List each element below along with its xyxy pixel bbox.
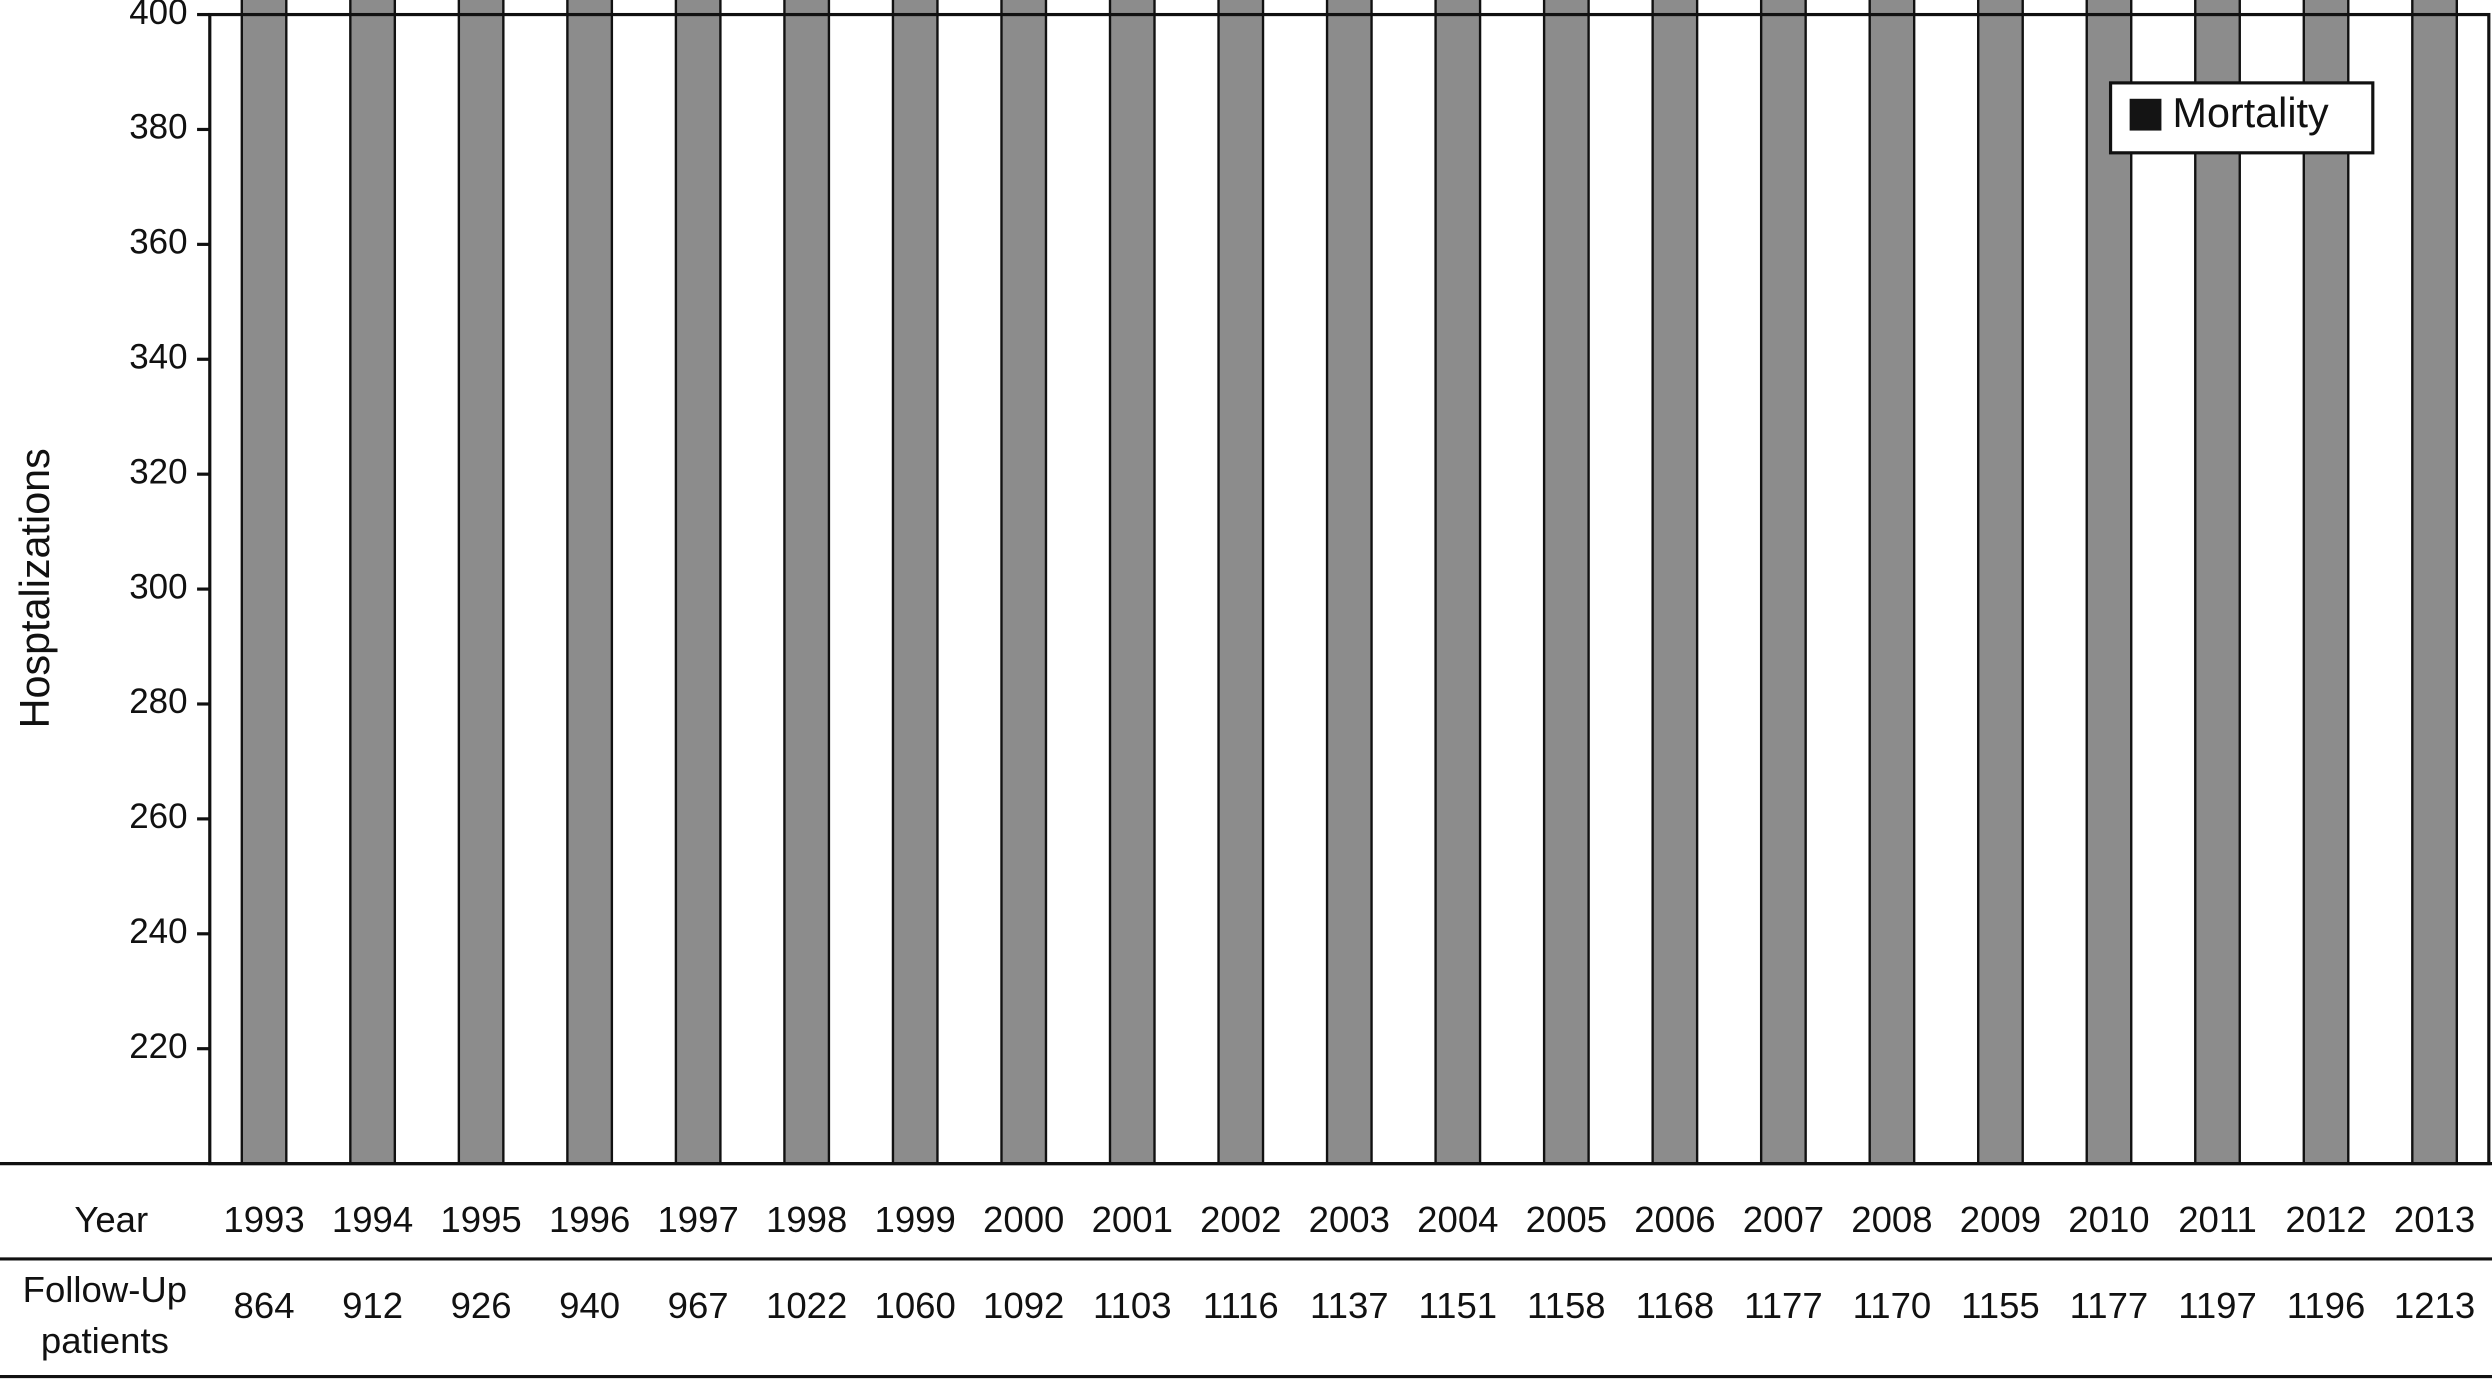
table-cell: 1155 xyxy=(1961,1285,2040,1326)
y-tick-label: 300 xyxy=(129,567,187,606)
x-tick-label: 2006 xyxy=(1634,1199,1715,1240)
x-tick-label: 2004 xyxy=(1417,1199,1498,1240)
bar-segment xyxy=(674,0,722,1165)
x-tick-label: 2005 xyxy=(1526,1199,1607,1240)
y-tick-label: 400 xyxy=(129,0,187,32)
x-tick-label: 1998 xyxy=(766,1199,847,1240)
y-axis-label: Hosptalizations xyxy=(12,448,58,728)
table-cell: 1116 xyxy=(1203,1285,1279,1326)
table-cell: 1177 xyxy=(2070,1285,2149,1326)
table-row-label: patients xyxy=(41,1320,169,1361)
bar-segment xyxy=(240,0,288,1165)
table-cell: 1177 xyxy=(1744,1285,1823,1326)
table-cell: 1213 xyxy=(2394,1285,2475,1326)
x-tick-label: 1996 xyxy=(549,1199,630,1240)
x-tick-label: 2010 xyxy=(2068,1199,2149,1240)
table-row-label: Year xyxy=(74,1199,148,1240)
table-cell: 864 xyxy=(234,1285,295,1326)
bar-segment xyxy=(1868,0,1916,1165)
y-tick-label: 380 xyxy=(129,108,187,147)
x-tick-label: 1999 xyxy=(875,1199,956,1240)
bar-segment xyxy=(1434,0,1482,1165)
x-tick-label: 2003 xyxy=(1309,1199,1390,1240)
bar-segment xyxy=(1108,0,1156,1165)
bar-segment xyxy=(1759,0,1807,1165)
bar-segment xyxy=(1651,0,1699,1165)
table-cell: 1022 xyxy=(766,1285,847,1326)
bar-segment xyxy=(2302,0,2350,1165)
bar-segment xyxy=(1977,0,2024,1165)
table-cell: 967 xyxy=(668,1285,729,1326)
x-tick-label: 1994 xyxy=(332,1199,413,1240)
bar-segment xyxy=(2194,0,2241,1165)
table-cell: 1168 xyxy=(1636,1285,1715,1326)
table-cell: 1196 xyxy=(2287,1285,2366,1326)
table-cell: 1137 xyxy=(1310,1285,1389,1326)
y-tick-label: 340 xyxy=(129,338,187,377)
table-cell: 1158 xyxy=(1527,1285,1606,1326)
x-tick-label: 2011 xyxy=(2178,1199,2257,1240)
y-tick-label: 280 xyxy=(129,682,187,721)
legend-label: Mortality xyxy=(2173,90,2329,136)
bar-segment xyxy=(566,0,614,1165)
x-tick-label: 2007 xyxy=(1743,1199,1824,1240)
x-tick-label: 1997 xyxy=(657,1199,738,1240)
table-row-label: Follow-Up xyxy=(23,1269,188,1310)
x-tick-label: 2013 xyxy=(2394,1199,2475,1240)
table-cell: 1103 xyxy=(1093,1285,1172,1326)
x-tick-label: 2002 xyxy=(1200,1199,1281,1240)
x-tick-label: 2009 xyxy=(1960,1199,2041,1240)
x-tick-label: 2000 xyxy=(983,1199,1064,1240)
bar-segment xyxy=(783,0,831,1165)
y-tick-label: 360 xyxy=(129,223,187,262)
x-tick-label: 2012 xyxy=(2285,1199,2366,1240)
bar-segment xyxy=(457,0,505,1165)
table-cell: 1151 xyxy=(1419,1285,1498,1326)
bar-segment xyxy=(1217,0,1265,1165)
x-tick-label: 1993 xyxy=(223,1199,304,1240)
x-tick-label: 2008 xyxy=(1851,1199,1932,1240)
bar-segment xyxy=(1325,0,1373,1165)
bar-segment xyxy=(2085,0,2133,1165)
legend-swatch xyxy=(2129,98,2162,131)
table-cell: 1197 xyxy=(2178,1285,2257,1326)
table-cell: 1092 xyxy=(983,1285,1064,1326)
x-tick-label: 2001 xyxy=(1092,1199,1173,1240)
bar-segment xyxy=(891,0,939,1165)
x-tick-label: 1995 xyxy=(440,1199,521,1240)
table-cell: 1060 xyxy=(875,1285,956,1326)
y-tick-label: 260 xyxy=(129,797,187,836)
bar-segment xyxy=(1542,0,1590,1165)
y-tick-label: 220 xyxy=(129,1027,187,1066)
table-cell: 1170 xyxy=(1853,1285,1932,1326)
bar-segment xyxy=(349,0,397,1165)
table-cell: 940 xyxy=(559,1285,620,1326)
y-tick-label: 320 xyxy=(129,452,187,491)
bar-segment xyxy=(1000,0,1048,1165)
table-cell: 926 xyxy=(451,1285,512,1326)
table-cell: 912 xyxy=(342,1285,403,1326)
y-tick-label: 240 xyxy=(129,912,187,951)
bar-segment xyxy=(2411,0,2459,1165)
